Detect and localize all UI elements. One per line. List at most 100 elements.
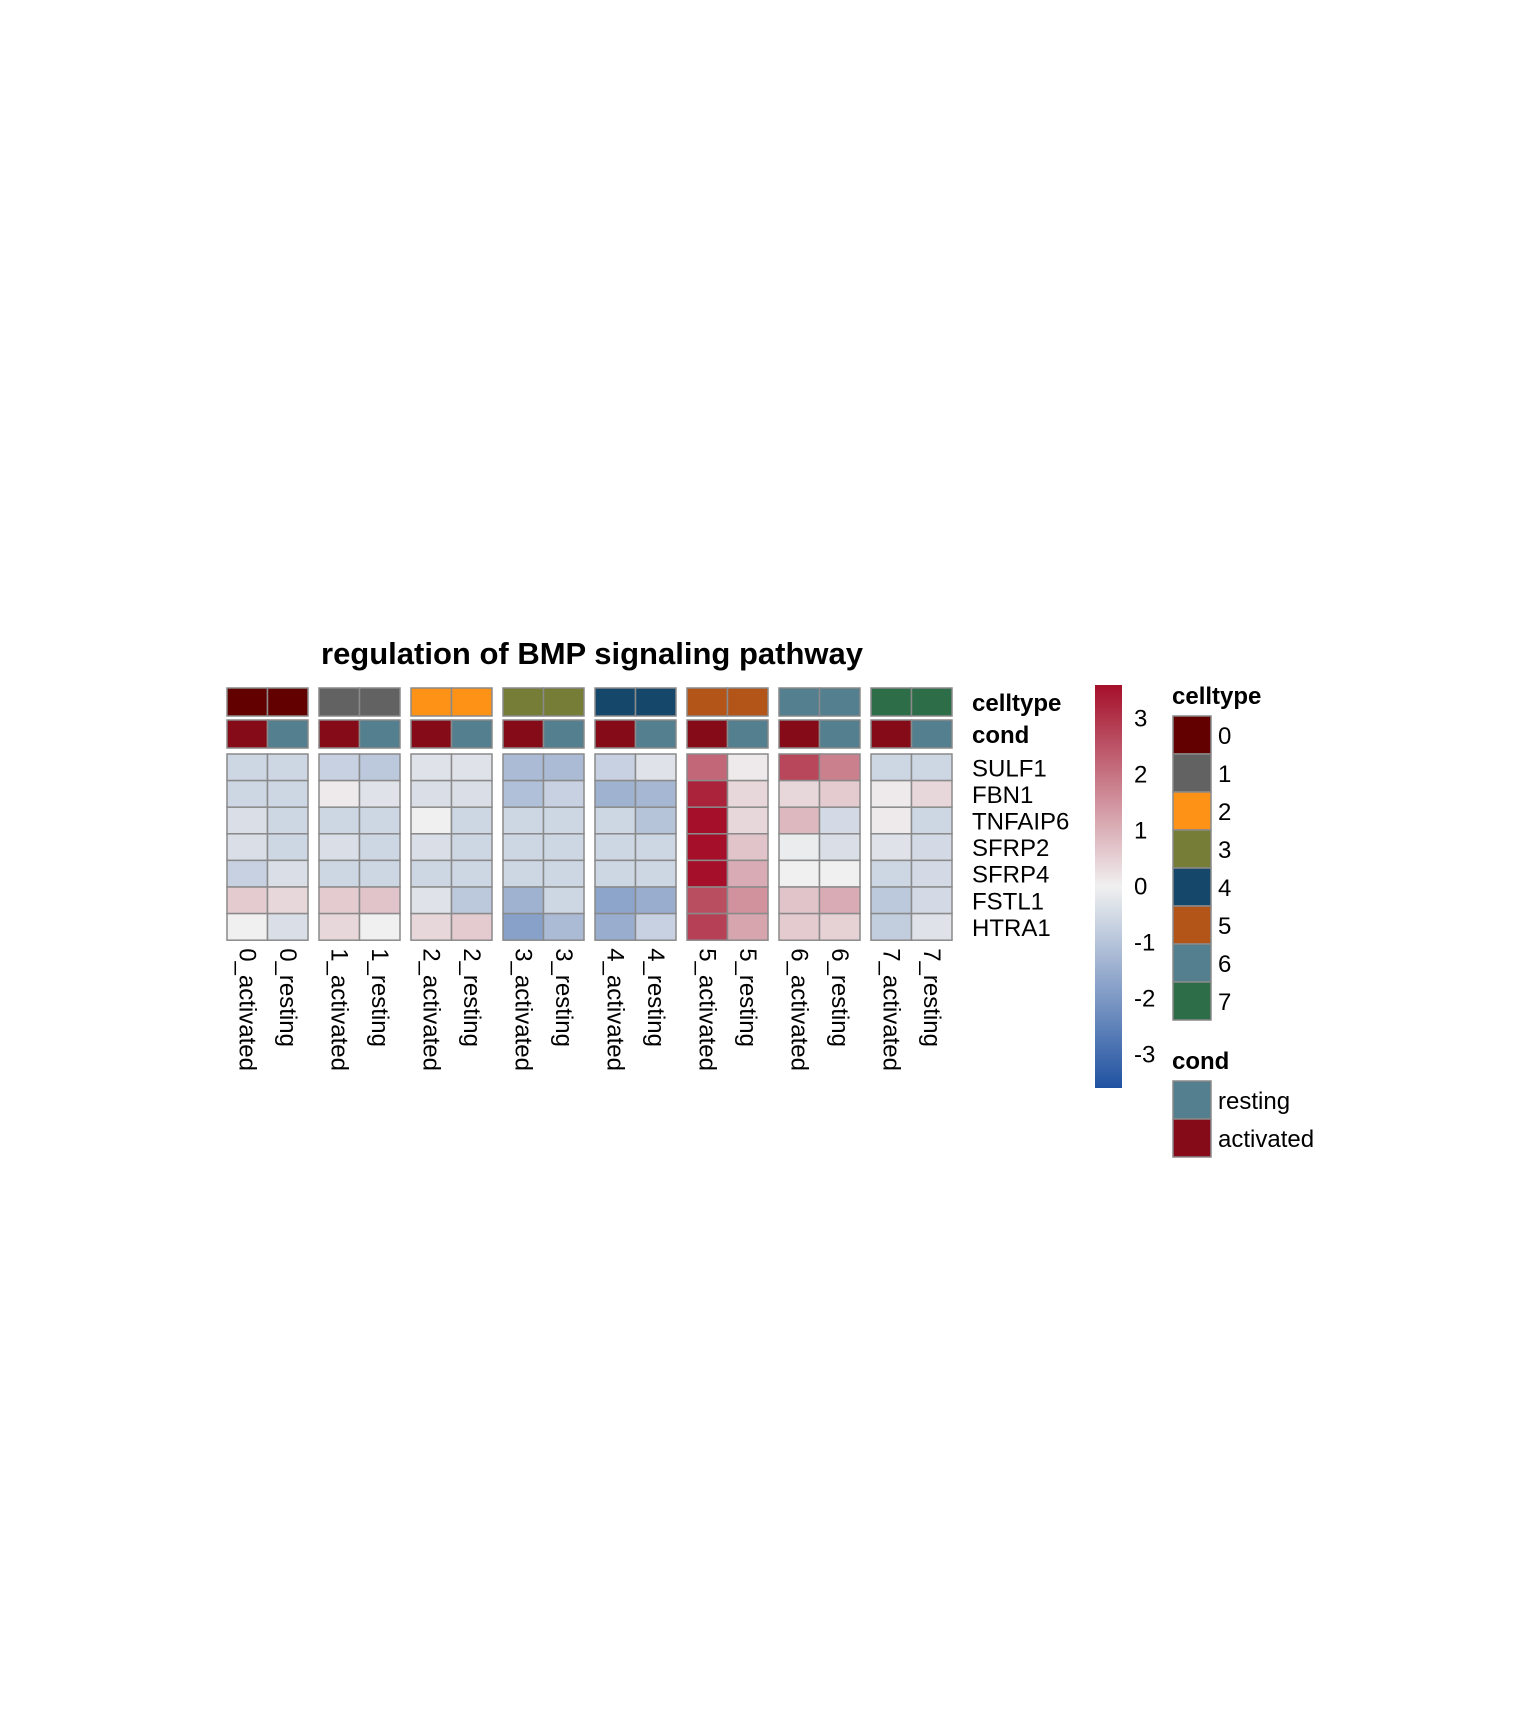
column-label: 1_resting	[366, 948, 393, 1047]
annotation-cell-celltype	[726, 687, 769, 717]
annotation-cell-celltype	[542, 687, 585, 717]
legend-swatch	[1172, 1080, 1212, 1120]
heatmap-cell	[266, 753, 309, 782]
heatmap-cell	[634, 886, 677, 915]
heatmap-cell	[318, 833, 361, 862]
heatmap-cell	[502, 912, 545, 941]
column-label: 6_resting	[826, 948, 853, 1047]
heatmap-cell	[686, 779, 729, 808]
heatmap-cell	[686, 806, 729, 835]
heatmap-cell	[502, 753, 545, 782]
annotation-cell-cond	[634, 719, 677, 749]
color-scale-tick-label: 3	[1134, 706, 1147, 733]
color-scale-tick-label: -3	[1134, 1041, 1155, 1068]
heatmap-cell	[502, 859, 545, 888]
legend-label: 4	[1218, 875, 1231, 902]
legend-title-celltype: celltype	[1172, 683, 1261, 710]
annotation-cell-cond	[818, 719, 861, 749]
heatmap-cell	[686, 886, 729, 915]
color-scale-tick-label: -1	[1134, 929, 1155, 956]
annotation-cell-cond	[778, 719, 821, 749]
heatmap-cell	[594, 753, 637, 782]
heatmap-cell	[686, 912, 729, 941]
heatmap-cell	[226, 912, 269, 941]
heatmap-cell	[870, 886, 913, 915]
heatmap-cell	[910, 912, 953, 941]
column-label: 3_resting	[550, 948, 577, 1047]
annotation-cell-celltype	[226, 687, 269, 717]
heatmap-cell	[410, 833, 453, 862]
annotation-cell-cond	[226, 719, 269, 749]
heatmap-cell	[266, 912, 309, 941]
legend-label: 7	[1218, 989, 1231, 1016]
heatmap-cell	[910, 886, 953, 915]
column-label: 1_activated	[325, 948, 352, 1071]
legend-swatch	[1172, 791, 1212, 831]
heatmap-cell	[778, 886, 821, 915]
heatmap-cell	[778, 806, 821, 835]
heatmap-cell	[450, 859, 493, 888]
heatmap-cell	[266, 779, 309, 808]
heatmap-cell	[542, 912, 585, 941]
row-label: SFRP2	[972, 835, 1049, 862]
heatmap-cell	[502, 886, 545, 915]
heatmap-cell	[726, 806, 769, 835]
legend-label: resting	[1218, 1088, 1290, 1115]
heatmap-cell	[450, 779, 493, 808]
annotation-cell-celltype	[502, 687, 545, 717]
heatmap-cell	[686, 833, 729, 862]
heatmap-cell	[358, 753, 401, 782]
heatmap-cell	[266, 886, 309, 915]
heatmap-cell	[634, 859, 677, 888]
heatmap-cell	[226, 886, 269, 915]
heatmap-cell	[502, 806, 545, 835]
heatmap-cell	[318, 806, 361, 835]
heatmap-cell	[910, 753, 953, 782]
heatmap-cell	[726, 886, 769, 915]
annotation-cell-celltype	[910, 687, 953, 717]
row-label: FSTL1	[972, 888, 1044, 915]
heatmap-cell	[358, 806, 401, 835]
heatmap-cell	[226, 779, 269, 808]
heatmap-cell	[818, 833, 861, 862]
annotation-cell-celltype	[358, 687, 401, 717]
chart-title: regulation of BMP signaling pathway	[321, 636, 864, 671]
heatmap-cell	[410, 912, 453, 941]
heatmap-cell	[778, 779, 821, 808]
column-label: 2_activated	[417, 948, 444, 1071]
heatmap-cell	[266, 833, 309, 862]
heatmap-cell	[542, 806, 585, 835]
heatmap-cell	[726, 833, 769, 862]
heatmap-cell	[226, 806, 269, 835]
heatmap-cell	[410, 859, 453, 888]
heatmap-cell	[318, 753, 361, 782]
legend-swatch	[1172, 905, 1212, 945]
column-label: 3_activated	[509, 948, 536, 1071]
color-scale-legend: 3 2 1 0 -1 -2 -3	[1095, 685, 1155, 1088]
heatmap-cell	[870, 859, 913, 888]
column-label: 7_activated	[877, 948, 904, 1071]
heatmap-cell	[726, 859, 769, 888]
celltype-legend: celltype 0 1 2 3 4 5 6 7	[1172, 683, 1261, 1021]
heatmap-cell	[594, 806, 637, 835]
heatmap-cell	[778, 859, 821, 888]
legend-label: 6	[1218, 951, 1231, 978]
heatmap-cell	[358, 886, 401, 915]
column-label: 4_activated	[601, 948, 628, 1071]
legend-swatch	[1172, 715, 1212, 755]
heatmap-cell	[818, 806, 861, 835]
annotation-cell-cond	[686, 719, 729, 749]
annotation-cell-celltype	[778, 687, 821, 717]
heatmap-cell	[226, 753, 269, 782]
heatmap-cell	[226, 859, 269, 888]
annotation-cell-cond	[502, 719, 545, 749]
heatmap-cell	[870, 753, 913, 782]
annotation-cell-cond	[358, 719, 401, 749]
heatmap-cell	[870, 912, 913, 941]
heatmap-cell	[502, 833, 545, 862]
heatmap-cell	[318, 886, 361, 915]
column-label: 7_resting	[918, 948, 945, 1047]
cond-legend: cond resting activated	[1172, 1048, 1314, 1158]
annotation-cell-cond	[594, 719, 637, 749]
legend-swatch	[1172, 829, 1212, 869]
